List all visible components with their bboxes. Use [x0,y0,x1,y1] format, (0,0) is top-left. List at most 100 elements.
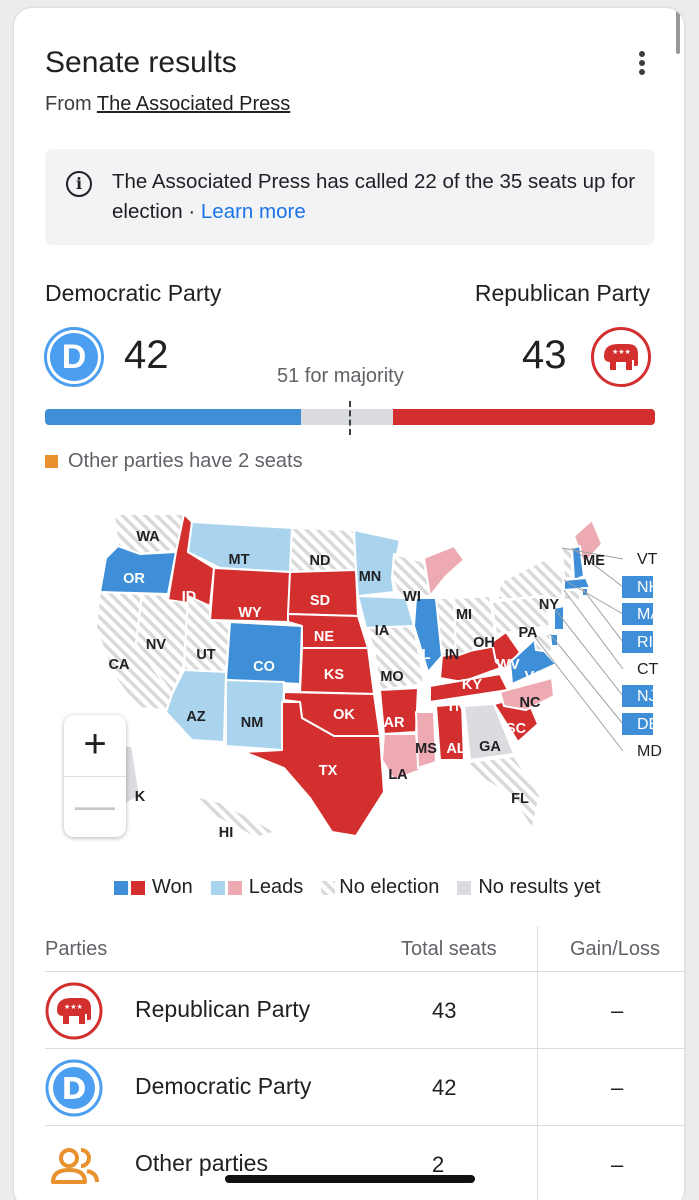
other-parties-note: Other parties have 2 seats [45,450,303,473]
table-row[interactable]: Other parties 2 – [45,1126,684,1200]
state-al[interactable] [435,703,465,761]
state-label-hi: HI [219,825,234,841]
state-label-ar: AR [384,715,405,731]
us-senate-map[interactable]: WA OR CA NV ID MT WY UT CO AZ NM ND SD NE KS OK TX MN IA MO… [44,496,664,856]
connector-ri [581,587,624,643]
home-indicator[interactable] [225,1175,475,1183]
state-label-mo: MO [380,669,403,685]
state-label-ma: MA [637,606,661,623]
state-md[interactable] [533,633,553,653]
info-icon: i [66,171,92,197]
state-tx[interactable] [243,701,385,837]
dem-seat-count: 42 [124,333,169,377]
state-mi[interactable] [423,545,465,597]
map-zoom-control: + — [64,715,126,837]
ap-call-notice: i The Associated Press has called 22 of … [45,149,655,245]
state-label-de: DE [637,716,659,733]
header-gain-loss: Gain/Loss [570,938,661,960]
legend-no-election-label: No election [339,876,440,898]
party-name: Other parties [135,1150,268,1176]
party-gain-loss: – [611,1152,624,1177]
card-title: Senate results [45,46,237,79]
state-box-ri[interactable] [622,631,653,653]
state-ms[interactable] [415,711,437,769]
state-label-ga: GA [479,739,501,755]
source-link[interactable]: The Associated Press [96,93,291,115]
dem-seat-bar-fill [45,409,302,425]
state-la[interactable] [381,733,421,781]
state-label-tn: TN [446,699,465,715]
state-label-id: ID [182,589,197,605]
connector-vt [561,547,624,560]
zoom-out-button[interactable]: — [64,776,126,837]
republican-elephant-icon: ★★★ [591,327,651,387]
state-az[interactable] [165,669,227,743]
state-label-ia: IA [375,623,390,639]
state-label-ne: NE [314,629,334,645]
state-wi[interactable] [391,553,431,599]
connector-ma [563,579,624,615]
state-nc[interactable] [499,677,555,711]
legend-dem-leads-swatch [210,880,225,895]
state-box-nj[interactable] [622,685,653,707]
state-mo[interactable] [365,625,425,691]
state-label-nc: NC [520,695,541,711]
notice-text: The Associated Press has called 22 of th… [112,167,642,227]
state-label-tx: TX [319,763,338,779]
state-vt[interactable] [561,545,573,579]
state-label-oh: OH [473,635,495,651]
connector-ct [563,589,624,670]
state-ga[interactable] [463,703,515,761]
state-label-nv: NV [146,637,166,653]
state-label-ok: OK [333,707,355,723]
scrollbar[interactable] [676,8,680,54]
majority-marker [349,401,351,435]
connector-nh [571,547,624,588]
legend-no-results-label: No results yet [478,876,601,898]
legend-no-results: No results yet [457,876,601,899]
svg-text:★★★: ★★★ [64,1003,83,1011]
legend-no-election-swatch [321,880,336,895]
connector-nj [553,607,624,697]
state-ct[interactable] [563,589,581,601]
state-label-wy: WY [238,605,262,621]
state-label-az: AZ [186,709,205,725]
state-label-al: AL [446,741,465,757]
dem-party-name: Democratic Party [45,280,222,306]
state-label-ct: CT [637,661,659,678]
state-il[interactable] [413,597,443,673]
state-fl[interactable] [467,755,541,831]
table-row[interactable]: ★★★ Republican Party 43 – [45,972,684,1049]
state-label-ri: RI [637,634,653,651]
party-name: Democratic Party [135,1073,312,1099]
connector-de [549,633,624,725]
state-ny[interactable] [497,559,565,601]
state-label-mn: MN [359,569,382,585]
state-label-vt: VT [637,551,658,568]
state-box-ma[interactable] [622,603,653,625]
state-label-or: OR [123,571,145,587]
democrat-d-icon: D [45,1059,103,1117]
state-label-nh: NH [637,579,660,596]
state-hi[interactable] [193,795,277,839]
more-options-icon[interactable] [630,48,654,78]
state-nj[interactable] [553,605,565,631]
header-parties: Parties [45,938,108,960]
people-icon [51,1148,99,1184]
legend-won: Won [114,876,193,899]
zoom-in-button[interactable]: + [83,722,107,766]
table-row[interactable]: D Democratic Party 42 – [45,1049,684,1126]
legend-dem-won-swatch [114,880,128,895]
republican-elephant-icon: ★★★ [45,982,103,1040]
legend-rep-leads-swatch [227,880,242,895]
learn-more-link[interactable]: Learn more [200,200,306,223]
state-box-nh[interactable] [622,576,653,598]
legend-no-election: No election [321,876,439,899]
legend-won-label: Won [152,876,193,898]
state-label-ca: CA [109,657,130,673]
majority-label: 51 for majority [277,365,404,387]
source-prefix: From [45,93,97,115]
state-box-de[interactable] [622,713,653,735]
state-mn[interactable] [353,529,401,597]
state-label-sc: SC [506,721,527,737]
